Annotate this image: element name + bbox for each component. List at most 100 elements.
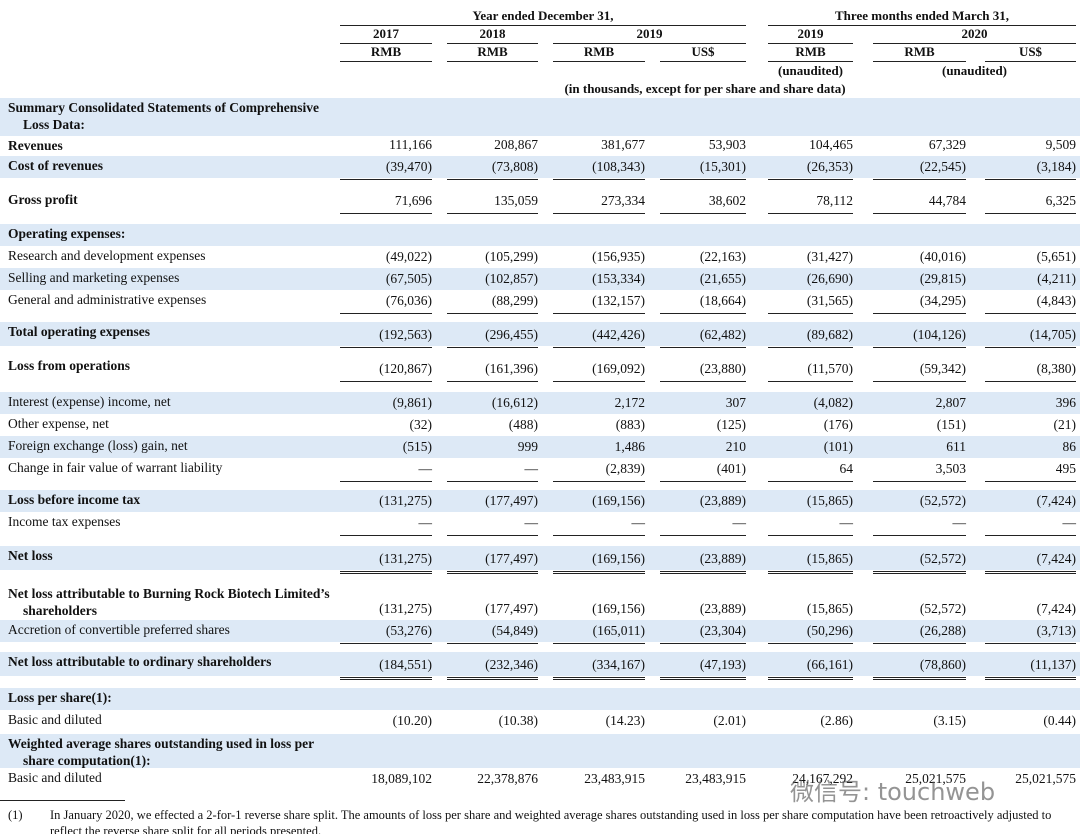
cell-value: (2.01) [713, 713, 746, 728]
underline [768, 535, 853, 536]
cell-value: (31,565) [806, 293, 853, 308]
cell-value: (32) [409, 417, 433, 432]
underline [340, 643, 432, 644]
cell-value: (47,193) [699, 657, 746, 672]
row-label: Basic and diluted [8, 712, 102, 727]
underline [660, 481, 746, 482]
row-band [0, 322, 1080, 346]
underline [873, 347, 966, 348]
cell-value: (21,655) [699, 271, 746, 286]
cell-value: (14.23) [605, 713, 645, 728]
header-rule [768, 61, 853, 62]
row-label: Net loss attributable to ordinary shareh… [8, 654, 272, 669]
underline [985, 535, 1076, 536]
underline [985, 179, 1076, 180]
row-band [0, 620, 1080, 642]
cell-value: (11,570) [807, 361, 853, 376]
currency-header: RMB [583, 44, 615, 59]
cell-value: (23,889) [699, 551, 746, 566]
underline [447, 347, 538, 348]
cell-value: (9,861) [392, 395, 432, 410]
cell-value: — [732, 515, 747, 530]
cell-value: 307 [725, 395, 746, 410]
underline [873, 213, 966, 214]
cell-value: (23,889) [699, 601, 746, 616]
double-underline [660, 571, 746, 574]
currency-header: US$ [691, 44, 715, 59]
cell-value: (2,839) [605, 461, 645, 476]
cell-value: (15,865) [806, 493, 853, 508]
header-rule [553, 43, 746, 44]
underline [768, 643, 853, 644]
cell-value: 104,465 [809, 137, 853, 152]
cell-value: (23,880) [699, 361, 746, 376]
cell-value: — [631, 515, 646, 530]
header-rule [447, 61, 538, 62]
underline [768, 213, 853, 214]
underline [660, 347, 746, 348]
header-rule [873, 61, 966, 62]
underline [873, 179, 966, 180]
row-label: Summary Consolidated Statements of Compr… [8, 100, 319, 132]
cell-value: 38,602 [708, 193, 746, 208]
row-band [0, 268, 1080, 290]
double-underline [985, 571, 1076, 574]
cell-value: (442,426) [592, 327, 645, 342]
row-band [0, 546, 1080, 570]
cell-value: (23,304) [699, 623, 746, 638]
cell-value: (169,092) [592, 361, 645, 376]
cell-value: 53,903 [708, 137, 746, 152]
cell-value: (15,865) [806, 551, 853, 566]
underline [985, 481, 1076, 482]
row-label: Foreign exchange (loss) gain, net [8, 438, 188, 453]
row-label: Accretion of convertible preferred share… [8, 622, 230, 637]
cell-value: 9,509 [1045, 137, 1076, 152]
cell-value: (156,935) [592, 249, 645, 264]
header-rule [447, 43, 538, 44]
cell-value: (52,572) [919, 601, 966, 616]
footnote-marker: (1) [8, 808, 23, 822]
underline [985, 643, 1076, 644]
cell-value: 2,807 [935, 395, 966, 410]
currency-header: RMB [795, 44, 826, 59]
underline [553, 481, 645, 482]
cell-value: (18,664) [699, 293, 746, 308]
cell-value: 67,329 [928, 137, 966, 152]
year-header: 2019 [797, 26, 824, 41]
underline [660, 313, 746, 314]
cell-value: (16,612) [491, 395, 538, 410]
footnote-rule [0, 800, 125, 801]
cell-value: (39,470) [385, 159, 432, 174]
cell-value: (0.44) [1043, 713, 1076, 728]
cell-value: (3,184) [1036, 159, 1076, 174]
cell-value: (169,156) [592, 551, 645, 566]
row-label: Loss per share(1): [8, 690, 112, 705]
row-label: Gross profit [8, 192, 78, 207]
cell-value: 1,486 [614, 439, 645, 454]
row-label: Income tax expenses [8, 514, 121, 529]
cell-value: (15,865) [806, 601, 853, 616]
cell-value: (105,299) [485, 249, 538, 264]
cell-value: (515) [402, 439, 432, 454]
underline [660, 535, 746, 536]
cell-value: — [418, 515, 433, 530]
row-label: Net loss attributable to Burning Rock Bi… [8, 586, 330, 618]
row-label: Change in fair value of warrant liabilit… [8, 460, 223, 475]
cell-value: (66,161) [806, 657, 853, 672]
cell-value: (401) [716, 461, 746, 476]
cell-value: (50,296) [806, 623, 853, 638]
cell-value: (132,157) [592, 293, 645, 308]
underline [447, 481, 538, 482]
cell-value: (14,705) [1029, 327, 1076, 342]
cell-value: — [839, 515, 854, 530]
cell-value: (26,288) [919, 623, 966, 638]
cell-value: (5,651) [1036, 249, 1076, 264]
row-band [0, 652, 1080, 676]
underline [340, 535, 432, 536]
cell-value: (34,295) [919, 293, 966, 308]
row-band [0, 224, 1080, 246]
cell-value: (151) [936, 417, 966, 432]
row-label: Basic and diluted [8, 770, 102, 785]
cell-value: 273,334 [601, 193, 645, 208]
cell-value: — [418, 461, 433, 476]
